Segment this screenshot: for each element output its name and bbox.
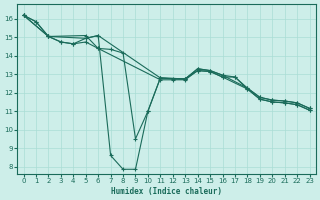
X-axis label: Humidex (Indice chaleur): Humidex (Indice chaleur) <box>111 187 222 196</box>
